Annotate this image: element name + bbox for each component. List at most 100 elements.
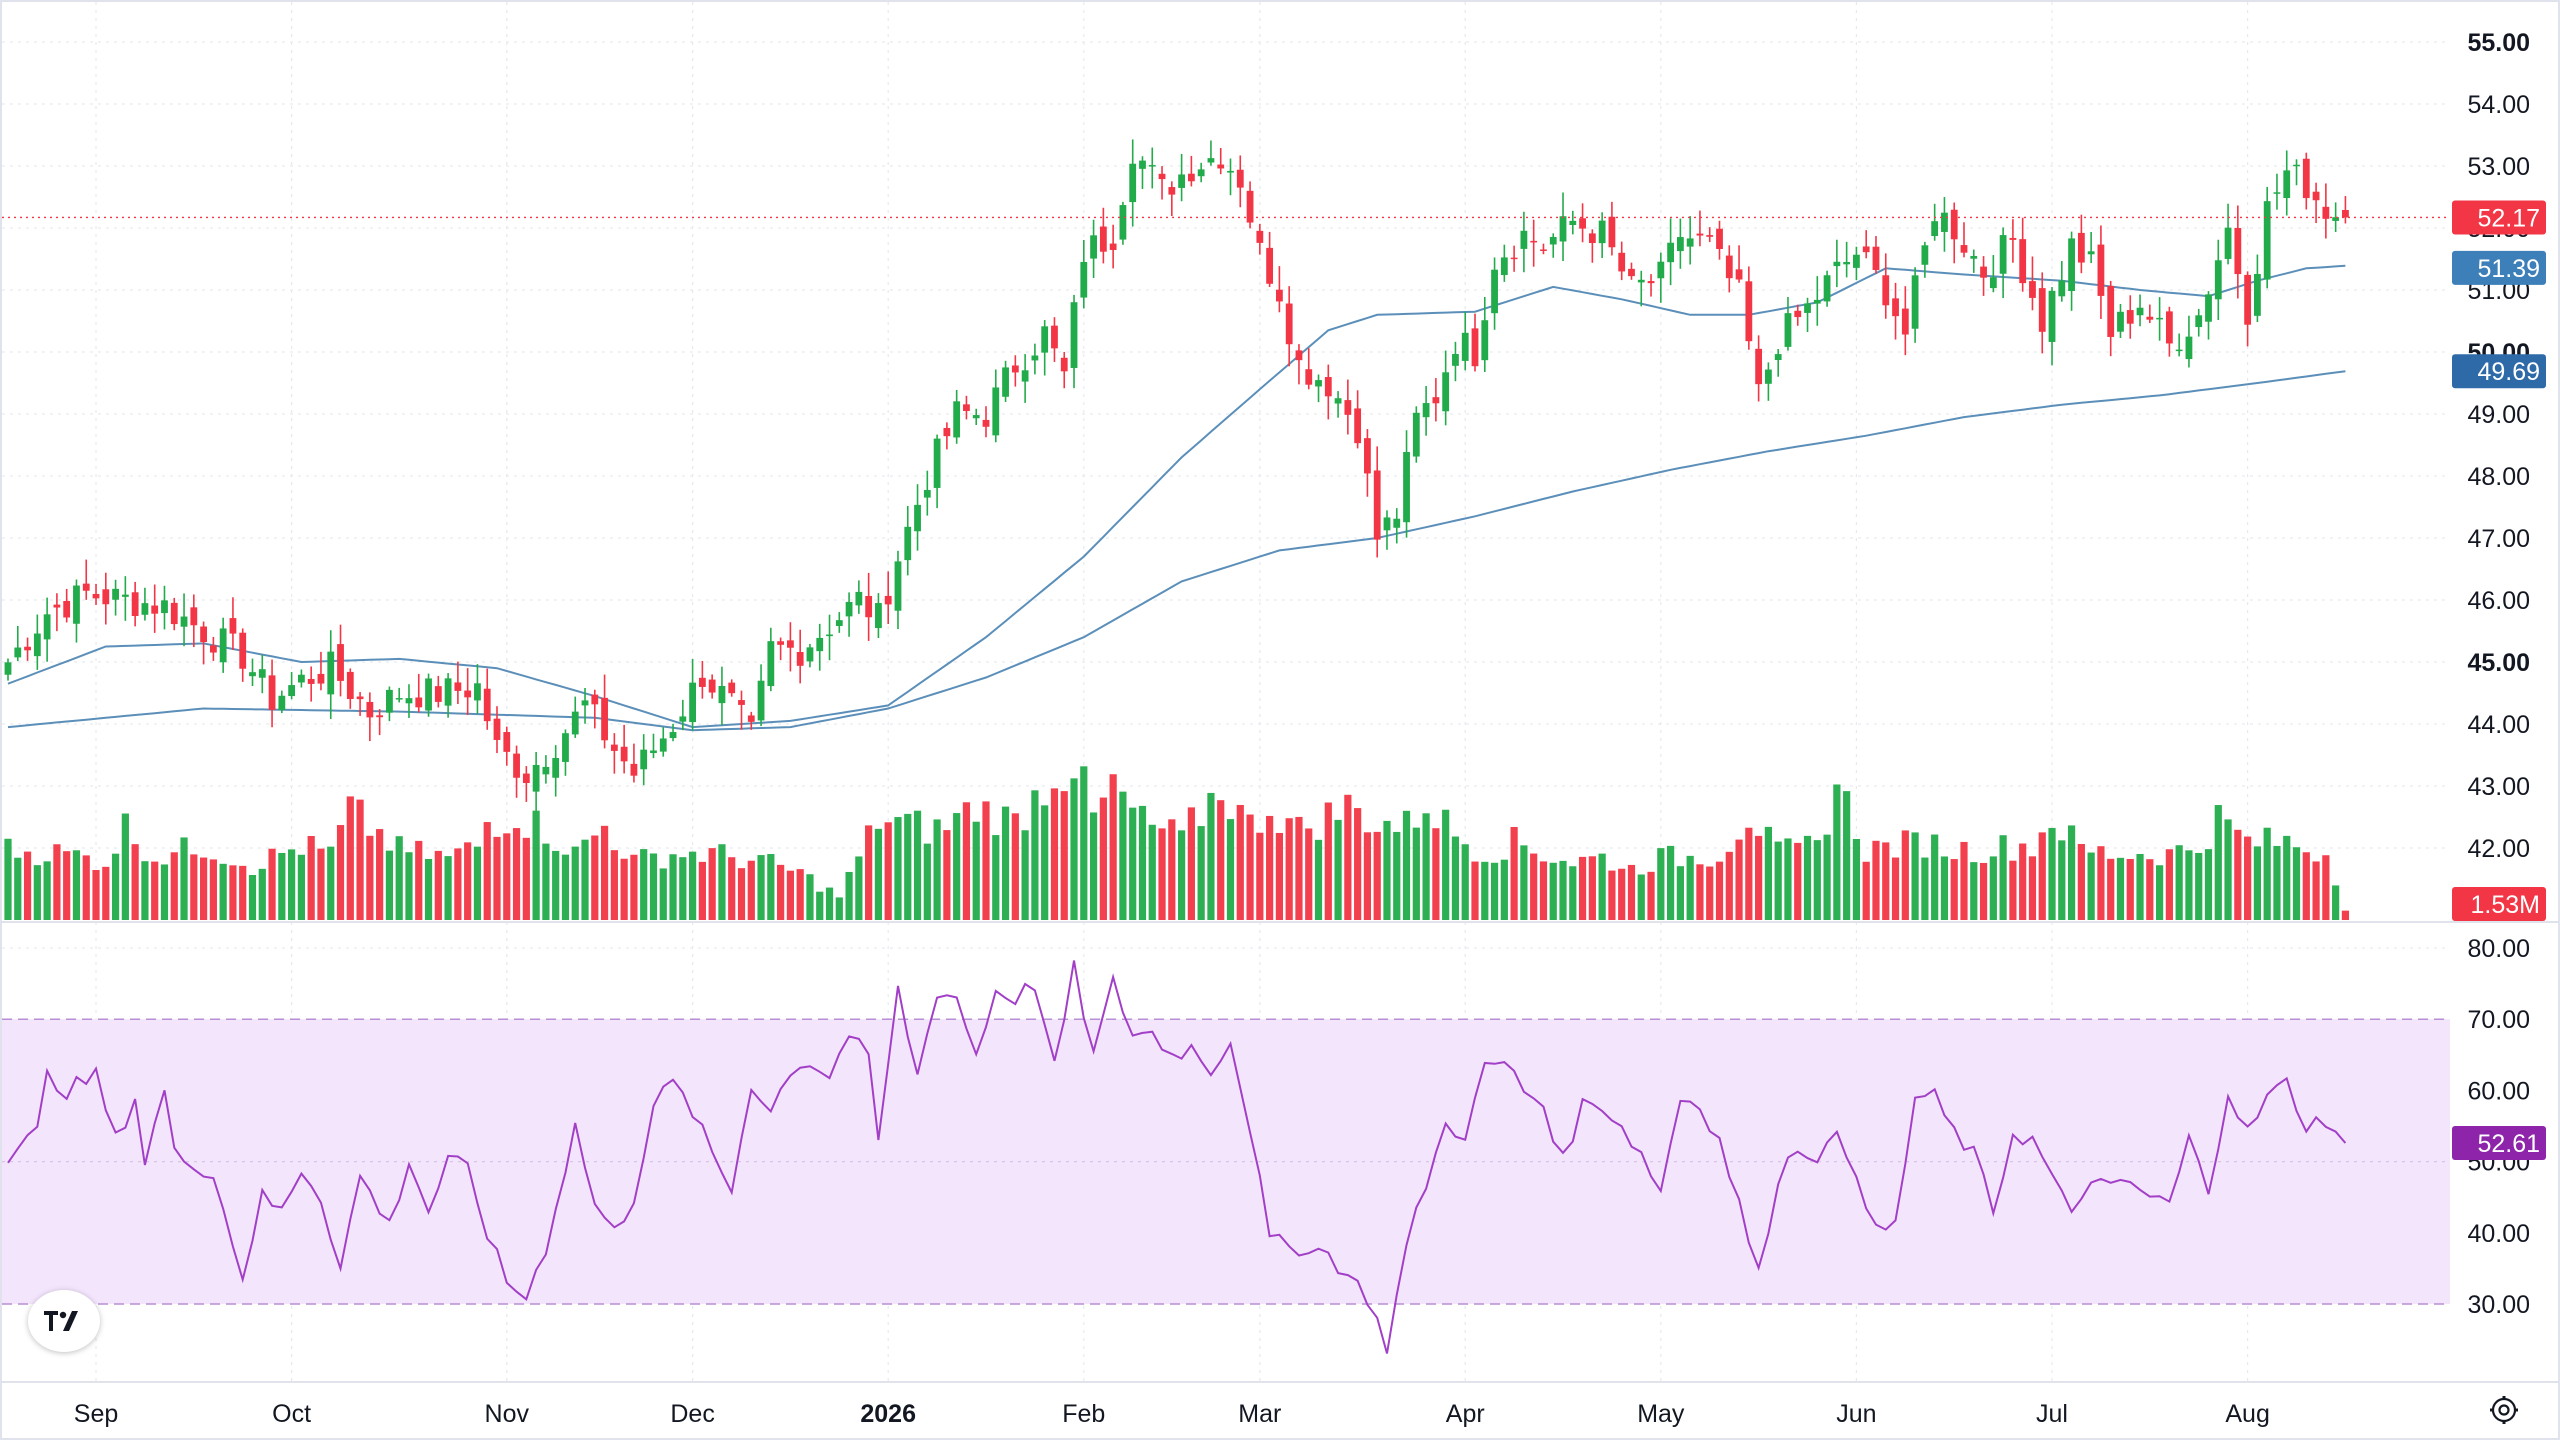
candle-body	[630, 763, 638, 776]
volume-bar	[1852, 838, 1861, 920]
candle-body	[190, 607, 198, 626]
candle-body	[1755, 348, 1763, 385]
volume-bar	[816, 891, 824, 920]
volume-bar	[1011, 813, 1019, 920]
volume-bar	[151, 861, 159, 920]
candlesticks	[4, 139, 2349, 812]
volume-bar	[1324, 802, 1332, 920]
volume-bar	[1598, 853, 1606, 920]
volume-bar	[424, 858, 433, 920]
volume-bar	[2244, 836, 2252, 920]
volume-bar	[2165, 849, 2173, 920]
volume-bar	[229, 865, 237, 920]
candle-body	[151, 605, 159, 614]
volume-bar	[1569, 866, 1577, 920]
candle-body	[209, 645, 217, 653]
volume-bar	[874, 828, 883, 920]
sma-long-line	[7, 370, 2346, 732]
volume-bar	[1402, 810, 1411, 920]
candle-body	[327, 651, 335, 695]
volume-bar	[473, 846, 482, 920]
volume-bar	[1686, 855, 1694, 920]
volume-bar	[737, 868, 746, 920]
candle-body	[1334, 398, 1342, 404]
volume-bar	[1119, 791, 1127, 920]
volume-bar	[239, 865, 247, 920]
volume-bar	[786, 870, 794, 920]
tradingview-logo-icon[interactable]	[28, 1290, 100, 1352]
volume-bar	[1500, 859, 1508, 920]
sma-long-badge-bg	[2452, 354, 2546, 389]
candle-body	[581, 700, 589, 706]
volume-bar	[1217, 800, 1225, 920]
candle-body	[1510, 257, 1518, 260]
candle-body	[2195, 315, 2203, 328]
candle-body	[2117, 311, 2124, 332]
candle-body	[767, 641, 775, 687]
candle-body	[562, 733, 569, 762]
volume-bar	[708, 848, 716, 920]
gear-icon[interactable]	[2488, 1394, 2520, 1426]
candle-body	[698, 677, 706, 687]
time-axis[interactable]: Sep Oct Nov Dec 2026 Feb Mar Apr May Jun Jul Aug	[74, 1400, 2270, 1428]
volume-bar	[845, 871, 853, 920]
candle-body	[2038, 288, 2046, 332]
candle-body	[2146, 316, 2154, 320]
candle-body	[1041, 326, 1049, 353]
candle-body	[1901, 308, 1909, 335]
volume-bar	[1559, 860, 1567, 920]
volume-bar	[2341, 910, 2350, 920]
candle-body	[2136, 307, 2144, 316]
volume-bar	[992, 835, 1000, 920]
time-tick-label: Aug	[2225, 1400, 2269, 1428]
volume-bar	[1745, 827, 1753, 920]
volume-bar	[1970, 862, 1978, 920]
candle-body	[601, 697, 608, 741]
volume-bar	[2263, 827, 2271, 920]
candle-body	[102, 589, 110, 605]
time-tick-label: Sep	[74, 1400, 118, 1428]
candle-body	[875, 603, 882, 629]
volume-bar	[796, 869, 804, 920]
volume-bar	[376, 829, 384, 920]
volume-bar	[1383, 820, 1391, 920]
volume-bar	[1236, 804, 1244, 920]
volume-bar	[92, 869, 100, 920]
volume-bar	[1999, 835, 2007, 920]
candle-body	[425, 678, 432, 711]
volume-bar	[483, 822, 491, 920]
candle-body	[884, 595, 892, 605]
volume-bar	[669, 854, 677, 920]
volume-bar	[884, 822, 892, 920]
candle-body	[1276, 289, 1283, 302]
volume-bar	[757, 855, 765, 920]
volume-bar	[1256, 832, 1264, 920]
volume-bar	[23, 851, 32, 920]
candle-body	[1178, 174, 1185, 188]
volume-bar	[190, 854, 198, 920]
candle-body	[317, 673, 325, 684]
volume-bar	[1588, 856, 1596, 920]
candle-body	[337, 644, 344, 681]
volume-bar	[454, 848, 462, 920]
volume-bar	[923, 843, 931, 920]
volume-bar	[1314, 839, 1323, 920]
volume-bar	[728, 857, 736, 920]
volume-bar	[835, 897, 843, 920]
candle-body	[1060, 357, 1068, 372]
candle-body	[1295, 350, 1303, 361]
volume-bar	[982, 801, 990, 920]
candle-body	[2087, 251, 2095, 255]
candle-body	[2263, 201, 2271, 280]
volume-bar	[2087, 852, 2095, 920]
candle-body	[982, 419, 990, 427]
volume-bar	[1050, 788, 1059, 920]
candle-body	[1843, 262, 1851, 265]
volume-bar	[1960, 841, 1968, 920]
candle-body	[395, 698, 403, 700]
candle-body	[229, 618, 237, 634]
volume-bar	[2028, 856, 2037, 920]
volume-bar	[1354, 808, 1362, 920]
